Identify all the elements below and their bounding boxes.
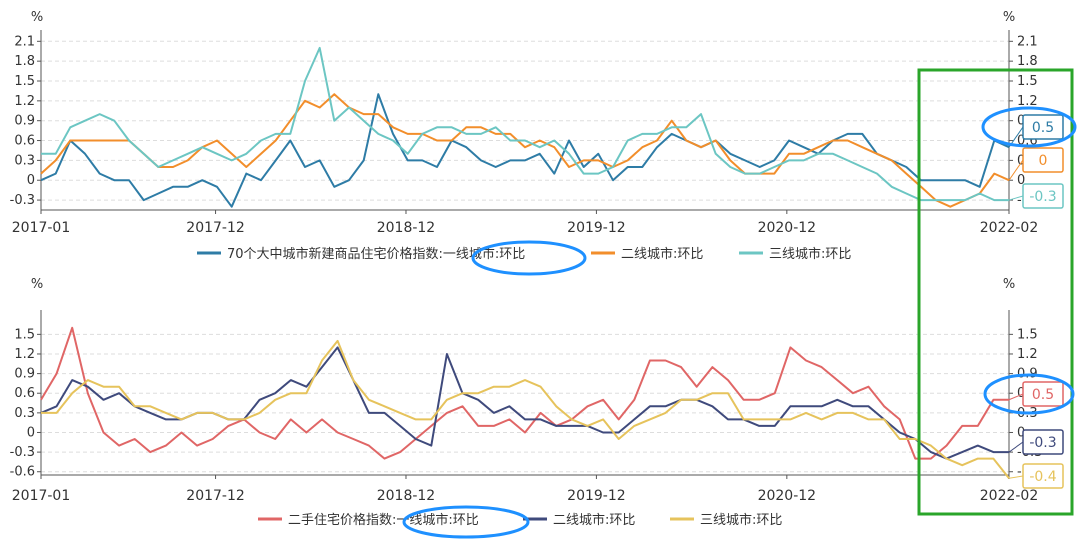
legend-label: 二线城市:环比 [553,512,635,528]
x-tick-label: 2017-01 [12,488,71,504]
end-label-box [1022,463,1064,489]
y-axis-unit-right: % [1003,277,1015,292]
y-tick-label-left: -0.6 [10,465,35,480]
end-label-leader [1008,475,1024,479]
end-label-value: 0.5 [1032,120,1054,136]
highlight-ellipse-bottom-value [983,373,1075,415]
y-axis-unit-left: % [31,10,43,25]
y-axis-unit-left: % [31,277,43,292]
y-tick-label-right: 0 [1017,173,1025,188]
legend-label: 二线城市:环比 [621,246,703,262]
y-tick-label-left: 0.3 [14,153,35,168]
series-line [40,326,1009,460]
x-tick-label: 2020-12 [758,488,817,504]
y-tick-label-left: 0.9 [14,114,35,129]
y-tick-label-left: -0.3 [10,445,35,460]
highlight-ellipse-bottom-legend [402,505,530,539]
series-line [41,46,1009,202]
y-tick-label-left: 0.6 [14,134,35,149]
y-tick-label-right: 2.1 [1017,34,1038,49]
end-label-value: 0.5 [1032,387,1054,403]
end-label-box [1022,147,1064,173]
series-line [40,93,1010,208]
y-tick-label-left: 0 [27,173,35,188]
end-label-box [1022,183,1064,209]
end-label-box [1022,114,1064,140]
y-tick-label-right: 1.2 [1017,94,1038,109]
end-label-value: -0.3 [1029,189,1056,205]
y-tick-label-left: 1.8 [14,54,35,69]
series-line [41,339,1010,479]
series-line [40,346,1009,460]
end-label-value: 0 [1039,153,1048,169]
y-tick-label-left: 0.3 [14,406,35,421]
y-tick-label-left: 0.6 [14,386,35,401]
end-label-value: -0.3 [1029,435,1056,451]
y-tick-label-right: 1.5 [1017,74,1038,89]
highlight-ellipse-top-legend [471,240,587,276]
y-tick-label-left: 1.5 [14,74,35,89]
end-label-value: -0.4 [1029,469,1056,485]
legend-label: 三线城市:环比 [700,512,782,528]
legend-label: 70个大中城市新建商品住宅价格指数:一线城市:环比 [227,246,525,262]
x-tick-label: 2019-12 [567,488,626,504]
end-label-box [1022,381,1064,407]
x-tick-label: 2022-02 [980,488,1039,504]
y-tick-label-left: 1.2 [14,94,35,109]
legend-label: 二手住宅价格指数:一线城市:环比 [288,512,479,528]
y-tick-label-left: 0 [27,425,35,440]
x-tick-label: 2018-12 [377,220,436,236]
x-tick-label: 2017-12 [186,488,245,504]
y-tick-label-right: 1.2 [1017,347,1038,362]
end-label-box [1022,429,1064,455]
y-tick-label-left: 0.9 [14,367,35,382]
x-tick-label: 2018-12 [377,488,436,504]
highlight-ellipse-top-value [981,106,1077,148]
y-tick-label-right: 0 [1017,425,1025,440]
y-tick-label-left: 2.1 [14,34,35,49]
x-tick-label: 2020-12 [758,220,817,236]
end-label-leader [1008,393,1024,401]
end-label-leader [1008,195,1024,201]
x-tick-label: 2019-12 [567,220,626,236]
y-tick-label-left: 1.5 [14,327,35,342]
y-tick-label-right: 1.5 [1017,327,1038,342]
series-line [40,93,1010,208]
y-tick-label-left: -0.3 [10,193,35,208]
end-label-leader [1008,159,1024,181]
x-tick-label: 2022-02 [980,220,1039,236]
legend-label: 三线城市:环比 [769,246,851,262]
x-tick-label: 2017-12 [186,220,245,236]
x-tick-label: 2017-01 [12,220,71,236]
end-label-leader [1008,441,1024,453]
y-axis-unit-right: % [1003,10,1015,25]
y-tick-label-left: 1.2 [14,347,35,362]
y-tick-label-right: 1.8 [1017,54,1038,69]
highlight-box [917,68,1074,516]
